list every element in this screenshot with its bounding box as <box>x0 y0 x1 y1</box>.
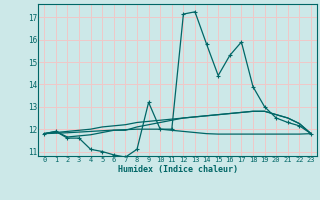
X-axis label: Humidex (Indice chaleur): Humidex (Indice chaleur) <box>118 165 238 174</box>
